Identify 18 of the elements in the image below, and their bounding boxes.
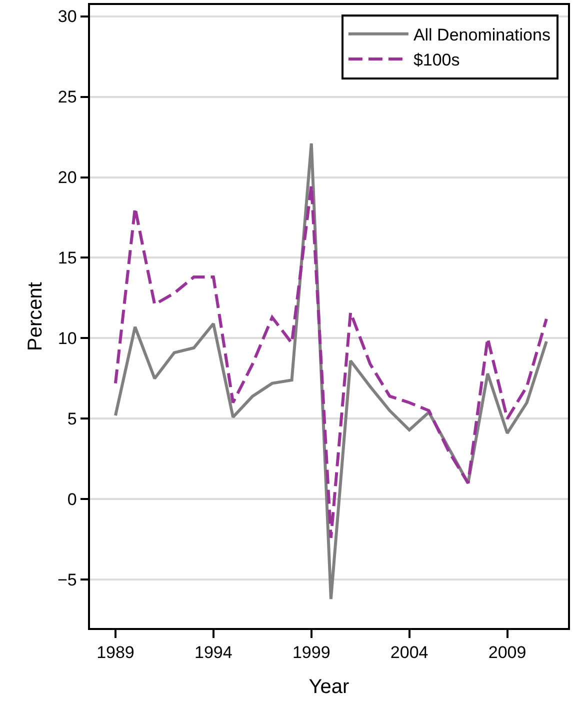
y-tick-label: 0 <box>67 490 77 510</box>
x-tick-label: 2004 <box>390 643 428 662</box>
y-tick-label: 30 <box>58 7 77 26</box>
y-tick-label: 15 <box>58 248 77 268</box>
y-axis-title: Percent <box>24 282 46 351</box>
legend-label: $100s <box>413 50 460 70</box>
y-tick-label: 10 <box>58 329 77 348</box>
x-axis-title: Year <box>308 676 350 698</box>
y-tick-label: 20 <box>58 168 77 188</box>
x-tick-label: 2009 <box>488 643 526 662</box>
y-tick-label: 25 <box>58 88 77 107</box>
x-tick-label: 1999 <box>292 643 330 662</box>
x-tick-label: 1994 <box>194 643 232 662</box>
y-tick-label: −5 <box>57 570 77 590</box>
x-tick-label: 1989 <box>96 643 134 662</box>
legend-label: All Denominations <box>413 26 550 45</box>
line-series <box>114 184 548 540</box>
y-tick-label: 5 <box>67 410 77 429</box>
